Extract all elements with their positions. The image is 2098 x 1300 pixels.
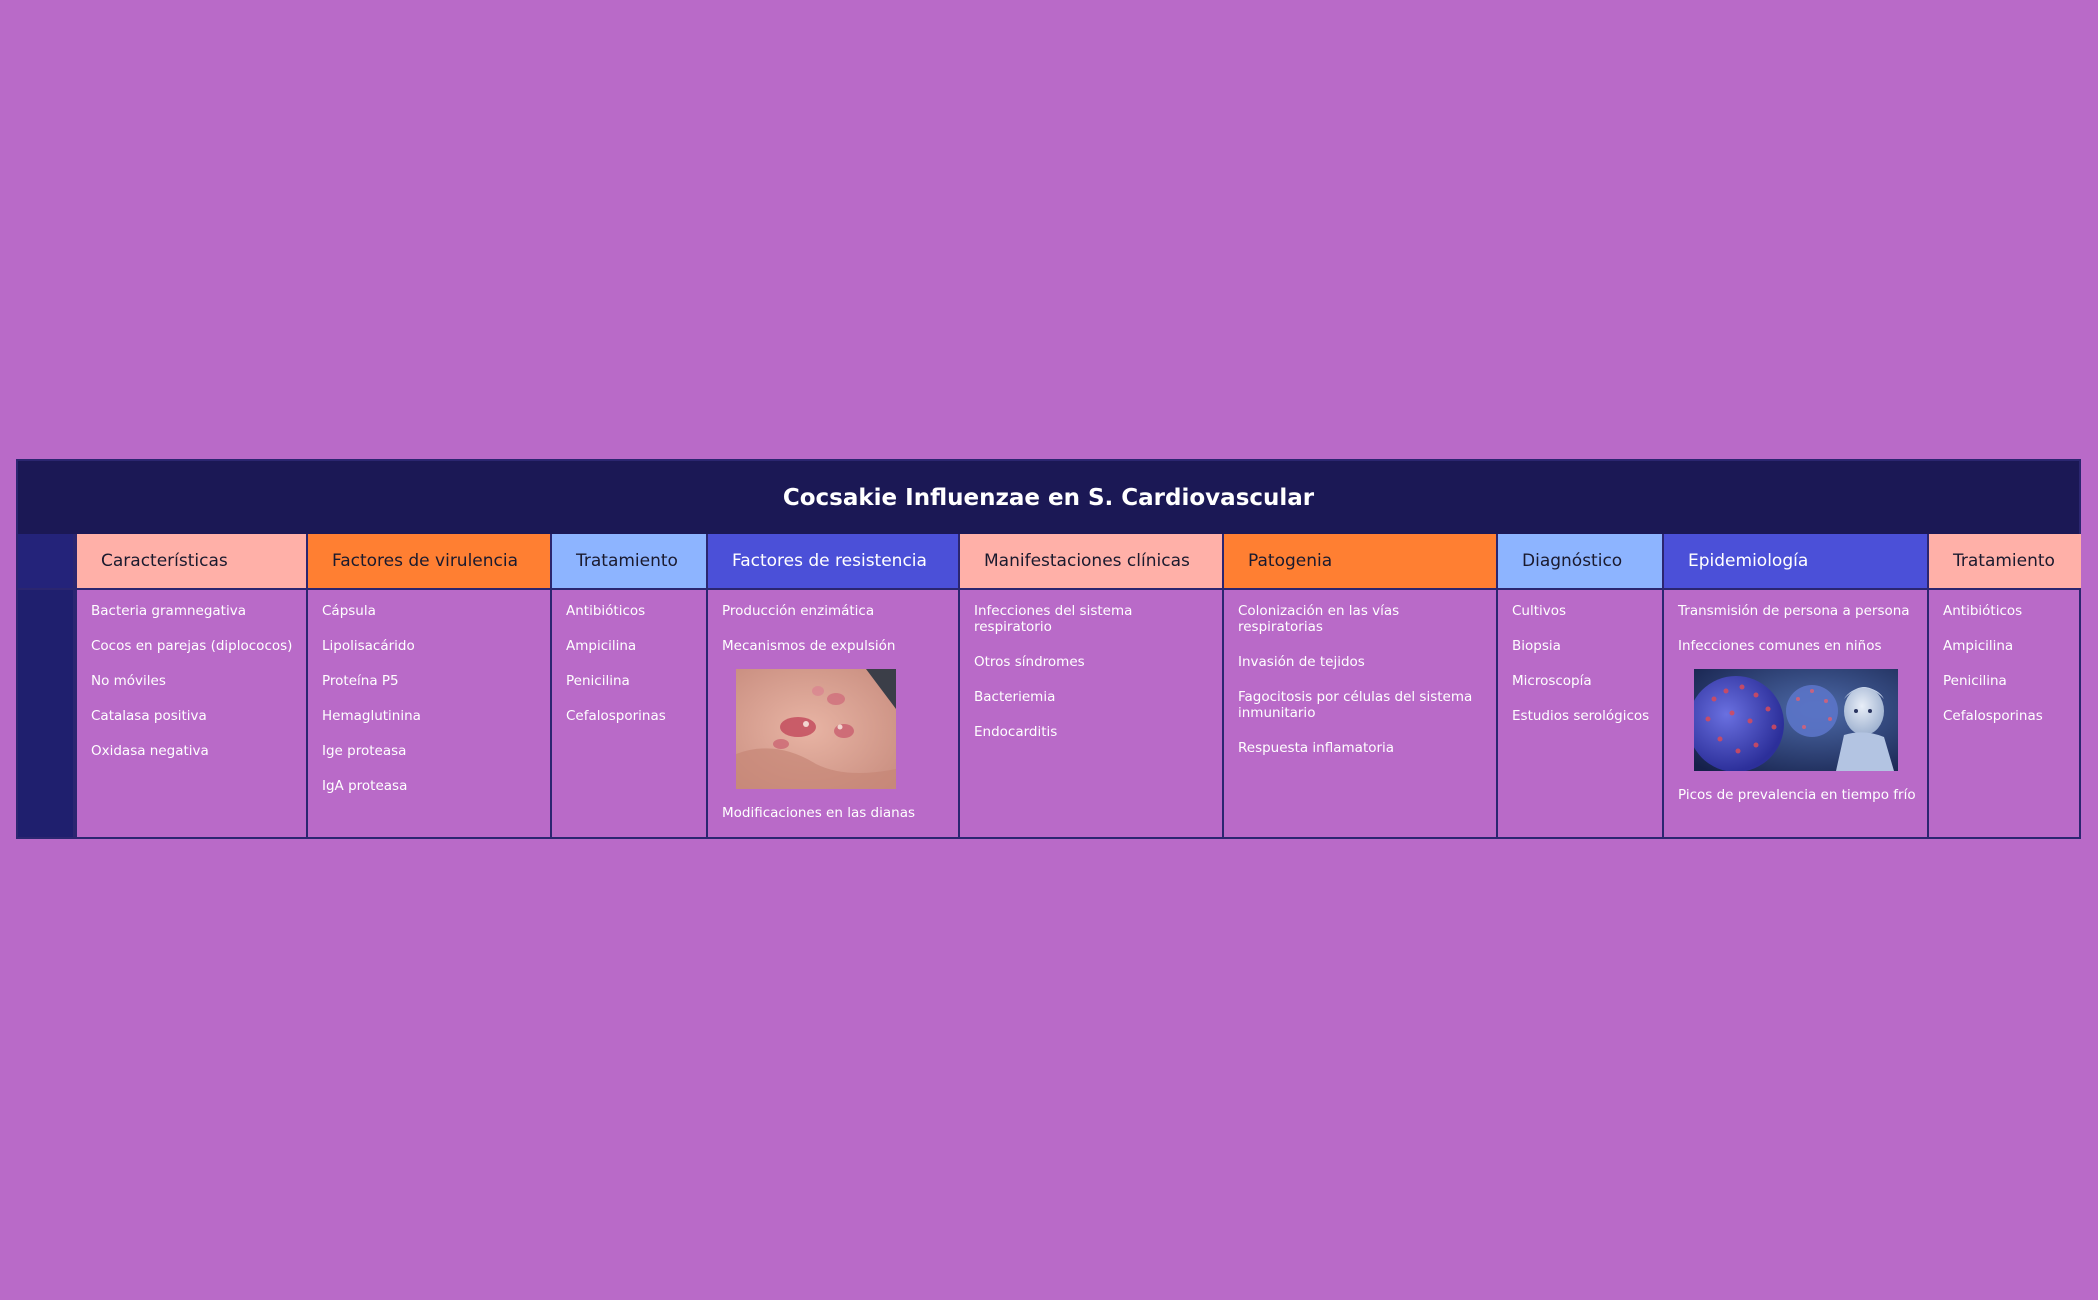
column-caracteristicas: Características Bacteria gramnegativa Co…	[75, 534, 306, 837]
column-factores-resistencia: Factores de resistencia Producción enzim…	[706, 534, 958, 837]
list-item: Lipolisacárido	[322, 638, 415, 654]
summary-table: Cocsakie Influenzae en S. Cardiovascular…	[16, 459, 2081, 839]
list-item: Ampicilina	[1943, 638, 2014, 654]
column-header: Manifestaciones clínicas	[960, 534, 1222, 590]
column-header: Patogenia	[1224, 534, 1496, 590]
list-item: Endocarditis	[974, 724, 1058, 740]
list-item: Cocos en parejas (diplococos)	[91, 638, 293, 654]
column-header: Diagnóstico	[1498, 534, 1662, 590]
column-header: Factores de virulencia	[308, 534, 550, 590]
list-item: Cefalosporinas	[566, 708, 666, 724]
column-header: Epidemiología	[1664, 534, 1927, 590]
list-item: No móviles	[91, 673, 166, 689]
skin-rash-photo	[736, 669, 896, 789]
column-tratamiento-2: Tratamiento Antibióticos Ampicilina Peni…	[1927, 534, 2081, 837]
list-item: Cultivos	[1512, 603, 1567, 619]
column-manifestaciones-clinicas: Manifestaciones clínicas Infecciones del…	[958, 534, 1222, 837]
column-factores-virulencia: Factores de virulencia Cápsula Lipolisac…	[306, 534, 550, 837]
list-item: Colonización en las vías respiratorias	[1238, 603, 1400, 635]
list-item: Microscopía	[1512, 673, 1592, 689]
list-item: Infecciones comunes en niños	[1678, 638, 1882, 654]
table-title: Cocsakie Influenzae en S. Cardiovascular	[18, 461, 2079, 534]
column-header: Características	[77, 534, 306, 590]
column-header: Tratamiento	[552, 534, 706, 590]
list-item: Bacteriemia	[974, 689, 1056, 705]
column-diagnostico: Diagnóstico Cultivos Biopsia Microscopía…	[1496, 534, 1662, 837]
list-item: Transmisión de persona a persona	[1678, 603, 1910, 619]
list-item: Antibióticos	[1943, 603, 2023, 619]
list-item: Cefalosporinas	[1943, 708, 2043, 724]
list-item: Penicilina	[566, 673, 630, 689]
virus-child-illustration	[1694, 669, 1898, 771]
list-item: Proteína P5	[322, 673, 399, 689]
column-header: Factores de resistencia	[708, 534, 958, 590]
list-item: Antibióticos	[566, 603, 646, 619]
list-item: Ampicilina	[566, 638, 637, 654]
list-item: Ige proteasa	[322, 743, 407, 759]
list-item: Mecanismos de expulsión	[722, 638, 896, 654]
list-item: Biopsia	[1512, 638, 1561, 654]
list-item: Picos de prevalencia en tiempo frío	[1678, 787, 1916, 803]
list-item: Oxidasa negativa	[91, 743, 209, 759]
left-strip	[18, 534, 75, 837]
list-item: Penicilina	[1943, 673, 2007, 689]
column-header: Tratamiento	[1929, 534, 2081, 590]
list-item: Invasión de tejidos	[1238, 654, 1365, 670]
list-item: Cápsula	[322, 603, 376, 619]
list-item: Producción enzimática	[722, 603, 875, 619]
list-item: IgA proteasa	[322, 778, 408, 794]
list-item: Modificaciones en las dianas	[722, 805, 916, 821]
list-item: Otros síndromes	[974, 654, 1085, 670]
list-item: Catalasa positiva	[91, 708, 207, 724]
list-item: Fagocitosis por células del sistema inmu…	[1238, 689, 1473, 721]
list-item: Infecciones del sistema respiratorio	[974, 603, 1133, 635]
column-tratamiento: Tratamiento Antibióticos Ampicilina Peni…	[550, 534, 706, 837]
list-item: Respuesta inflamatoria	[1238, 740, 1395, 756]
list-item: Estudios serológicos	[1512, 708, 1650, 724]
column-patogenia: Patogenia Colonización en las vías respi…	[1222, 534, 1496, 837]
column-epidemiologia: Epidemiología Transmisión de persona a p…	[1662, 534, 1927, 837]
list-item: Hemaglutinina	[322, 708, 421, 724]
list-item: Bacteria gramnegativa	[91, 603, 246, 619]
